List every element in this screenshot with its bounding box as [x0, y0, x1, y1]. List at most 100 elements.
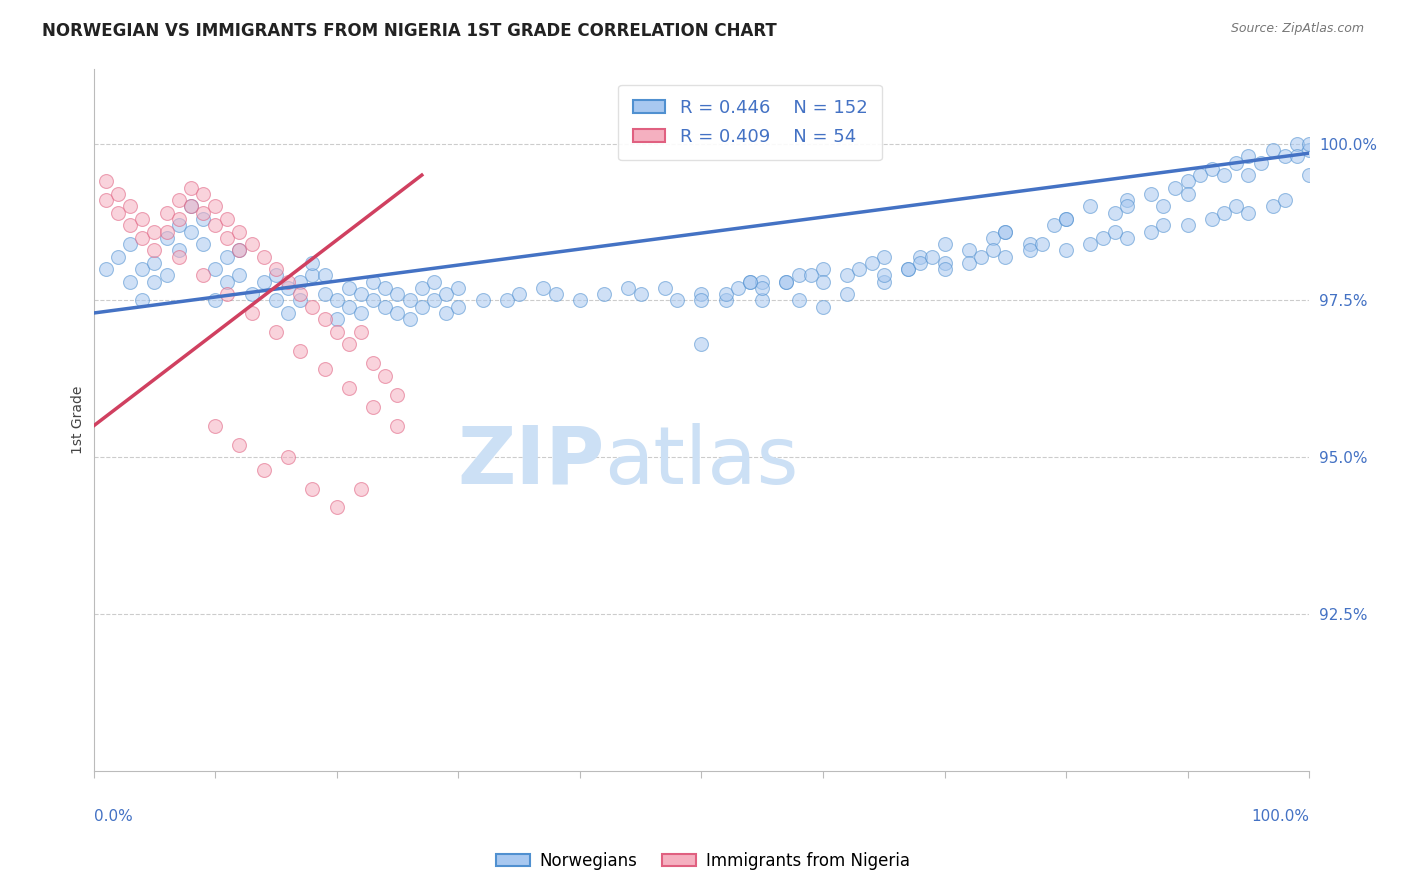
Point	[314, 312, 336, 326]
Point	[167, 219, 190, 233]
Point	[167, 244, 190, 258]
Point	[314, 287, 336, 301]
Point	[350, 325, 373, 339]
Point	[1237, 168, 1260, 182]
Point	[981, 231, 1004, 245]
Point	[180, 180, 202, 194]
Point	[143, 275, 166, 289]
Point	[908, 256, 931, 270]
Point	[994, 225, 1017, 239]
Point	[714, 293, 737, 308]
Text: NORWEGIAN VS IMMIGRANTS FROM NIGERIA 1ST GRADE CORRELATION CHART: NORWEGIAN VS IMMIGRANTS FROM NIGERIA 1ST…	[42, 22, 778, 40]
Point	[970, 250, 993, 264]
Point	[837, 268, 859, 283]
Point	[934, 256, 956, 270]
Point	[1237, 205, 1260, 219]
Point	[1225, 155, 1247, 169]
Point	[337, 381, 360, 395]
Point	[411, 281, 433, 295]
Point	[617, 281, 640, 295]
Point	[191, 237, 214, 252]
Point	[1177, 186, 1199, 201]
Point	[934, 262, 956, 277]
Point	[204, 293, 226, 308]
Point	[155, 268, 177, 283]
Point	[361, 356, 384, 370]
Point	[94, 262, 117, 277]
Point	[751, 293, 773, 308]
Point	[1031, 237, 1053, 252]
Point	[1054, 212, 1077, 227]
Legend: R = 0.446    N = 152, R = 0.409    N = 54: R = 0.446 N = 152, R = 0.409 N = 54	[619, 85, 882, 161]
Point	[544, 287, 567, 301]
Point	[508, 287, 530, 301]
Point	[1104, 225, 1126, 239]
Point	[1152, 219, 1174, 233]
Point	[131, 212, 153, 227]
Point	[1115, 199, 1137, 213]
Point	[423, 293, 446, 308]
Point	[666, 293, 689, 308]
Point	[337, 337, 360, 351]
Point	[155, 205, 177, 219]
Point	[751, 281, 773, 295]
Point	[361, 400, 384, 414]
Point	[1201, 212, 1223, 227]
Point	[228, 244, 250, 258]
Point	[1298, 136, 1320, 151]
Point	[387, 287, 409, 301]
Point	[775, 275, 797, 289]
Point	[131, 231, 153, 245]
Point	[897, 262, 920, 277]
Point	[1080, 199, 1102, 213]
Point	[411, 300, 433, 314]
Point	[1115, 193, 1137, 207]
Point	[387, 387, 409, 401]
Point	[1018, 237, 1040, 252]
Point	[337, 281, 360, 295]
Text: ZIP: ZIP	[457, 423, 605, 500]
Point	[228, 438, 250, 452]
Point	[290, 343, 312, 358]
Point	[301, 268, 323, 283]
Point	[228, 225, 250, 239]
Point	[447, 281, 470, 295]
Point	[800, 268, 823, 283]
Point	[1274, 149, 1296, 163]
Point	[811, 262, 834, 277]
Point	[131, 262, 153, 277]
Point	[180, 199, 202, 213]
Point	[1261, 199, 1284, 213]
Point	[1213, 205, 1236, 219]
Point	[1274, 193, 1296, 207]
Point	[873, 250, 896, 264]
Point	[264, 325, 287, 339]
Point	[1091, 231, 1114, 245]
Point	[228, 244, 250, 258]
Point	[374, 281, 396, 295]
Point	[1140, 186, 1163, 201]
Point	[1164, 180, 1187, 194]
Point	[240, 287, 263, 301]
Point	[228, 268, 250, 283]
Point	[897, 262, 920, 277]
Point	[787, 268, 810, 283]
Point	[167, 250, 190, 264]
Point	[374, 368, 396, 383]
Point	[957, 244, 980, 258]
Text: atlas: atlas	[605, 423, 799, 500]
Point	[690, 287, 713, 301]
Point	[180, 225, 202, 239]
Point	[325, 312, 347, 326]
Point	[630, 287, 652, 301]
Point	[217, 275, 239, 289]
Point	[107, 186, 129, 201]
Point	[1286, 136, 1309, 151]
Point	[325, 293, 347, 308]
Point	[908, 250, 931, 264]
Point	[994, 225, 1017, 239]
Point	[1298, 143, 1320, 157]
Point	[690, 293, 713, 308]
Point	[1298, 168, 1320, 182]
Point	[1286, 149, 1309, 163]
